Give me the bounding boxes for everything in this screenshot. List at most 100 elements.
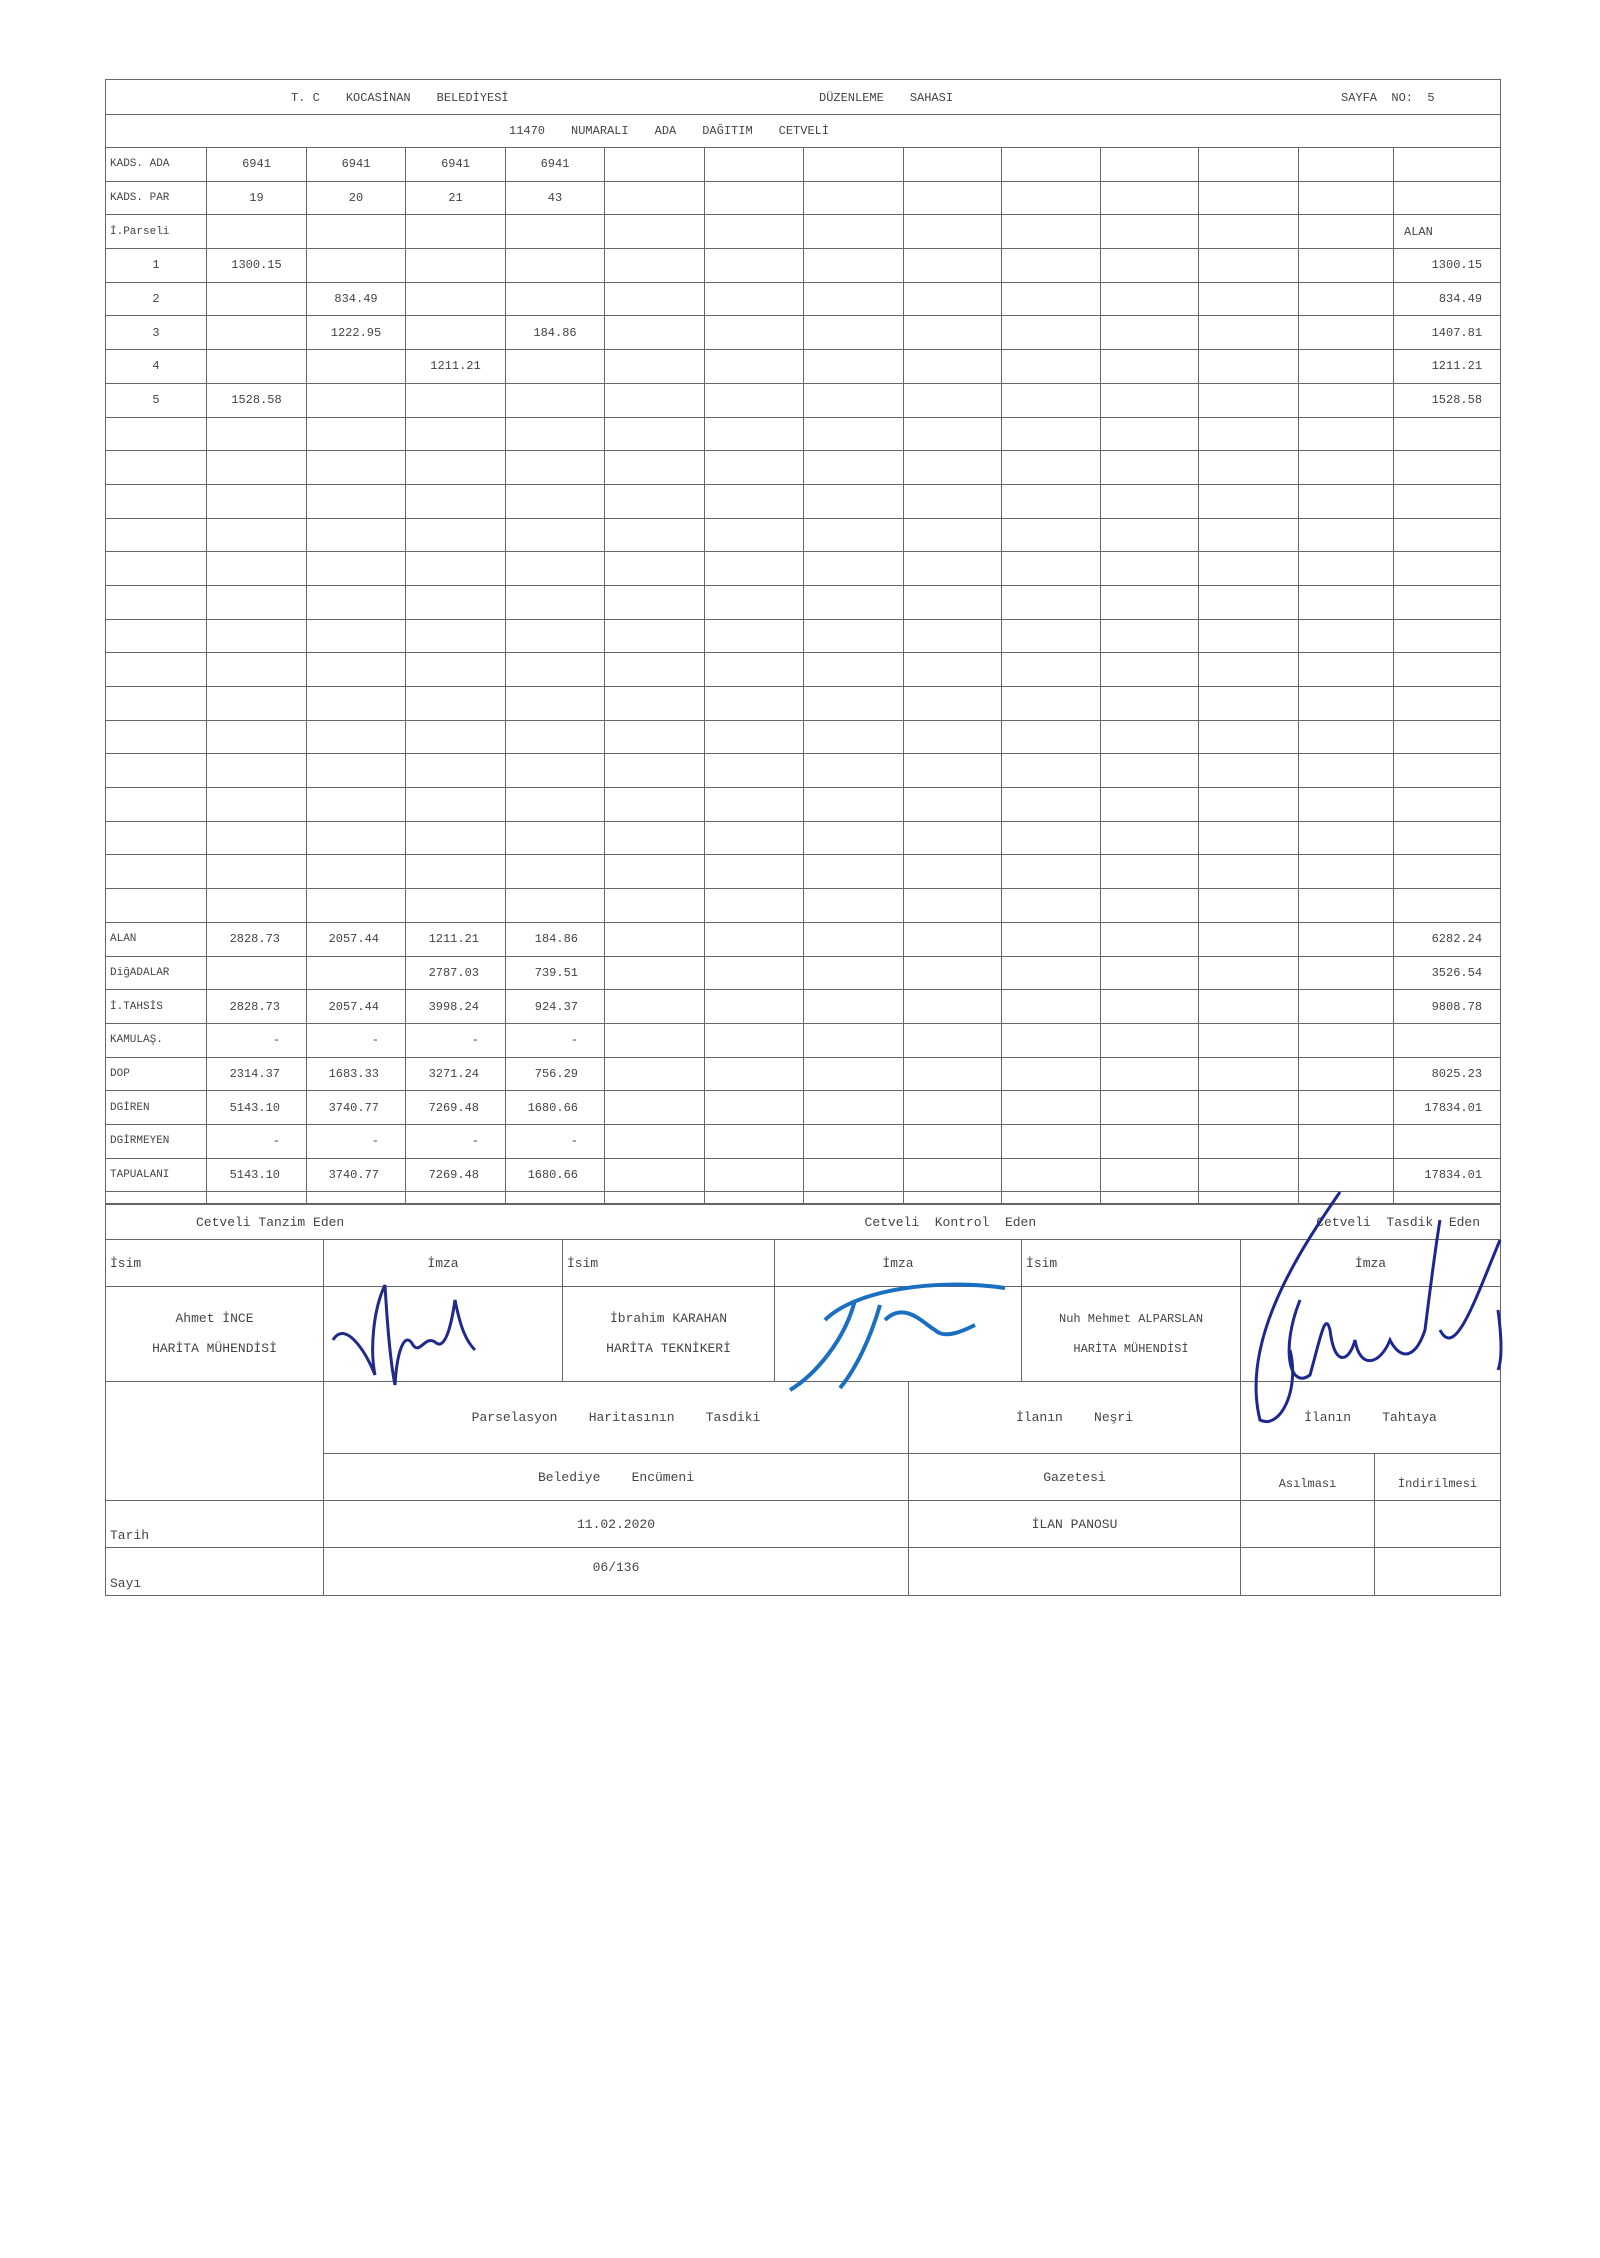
empty-cell [1100,955,1199,991]
value-cell: 1211.21 [405,921,506,957]
empty-cell [604,652,705,687]
empty-cell [105,416,207,452]
signature-cell-2 [774,1286,1023,1382]
approval-sub-row: Belediye Encümeni Gazetesi Asılması İndi… [106,1453,1502,1501]
empty-cell [704,618,804,654]
empty-cell [1100,1022,1199,1058]
empty-cell [1100,652,1199,687]
empty-cell [903,180,1002,216]
empty-cell [1100,349,1199,384]
empty-cell [105,551,207,586]
empty-cell [105,686,207,721]
value-cell: 7269.48 [405,1157,506,1193]
summary-row: DGİRMEYEN - - - - [105,1123,1502,1159]
empty-cell [704,551,804,586]
empty-cell [306,416,406,452]
value-cell [405,214,506,250]
value-cell: 6941 [306,147,406,182]
empty-cell [604,1123,705,1159]
empty-cell [105,517,207,553]
empty-cell [1392,483,1502,519]
summary-row: DiğADALAR 2787.03 739.51 3526.54 [105,955,1502,991]
value-cell [505,281,605,317]
empty-cell [1001,281,1101,317]
empty-cell [903,921,1002,957]
empty-cell [803,652,904,687]
value-cell: 6941 [505,147,605,182]
empty-cell [1100,1191,1199,1205]
empty-cell [1198,652,1299,687]
person-name: Ahmet İNCE [175,1311,254,1326]
empty-cell [1298,719,1394,755]
alan-cell: 1211.21 [1392,349,1502,384]
value-cell: 21 [405,180,506,216]
empty-cell [1392,1191,1502,1205]
empty-cell [1198,281,1299,317]
value-cell [505,349,605,384]
empty-cell [903,888,1002,923]
empty-cell [1198,147,1299,182]
empty-cell [604,248,705,283]
empty-cell [206,584,307,620]
header-belediyesi: BELEDİYESİ [436,91,509,105]
empty-cell [105,618,207,654]
empty-cell [704,1191,804,1205]
empty-cell [1198,719,1299,755]
alan-cell [1392,1022,1502,1058]
empty-cell [1001,584,1101,620]
value-cell [206,955,307,991]
empty-cell [803,584,904,620]
empty-cell [1001,955,1101,991]
empty-cell [1298,483,1394,519]
empty-cell [1001,214,1101,250]
value-cell: 43 [505,180,605,216]
empty-cell [803,787,904,822]
empty-cell [1298,1157,1394,1193]
section-kontrol: Cetveli Kontrol Eden [774,1204,1241,1240]
empty-cell [604,1090,705,1125]
empty-cell [1198,584,1299,620]
alan-cell: 17834.01 [1392,1090,1502,1125]
empty-cell [1392,450,1502,485]
empty-cell [803,921,904,957]
empty-cell [1100,753,1199,789]
empty-cell [306,1191,406,1205]
empty-cell [903,1090,1002,1125]
table-title: 11470 NUMARALI ADA DAĞITIM CETVELİ [104,114,1502,148]
empty-cell [105,719,207,755]
empty-cell [1198,551,1299,586]
value-cell [306,955,406,991]
empty-cell [306,517,406,553]
empty-cell [604,147,705,182]
empty-cell [505,753,605,789]
empty-cell [105,450,207,485]
empty-cell [803,989,904,1024]
empty-cell [1100,989,1199,1024]
empty-cell [903,214,1002,250]
empty-cell [1001,989,1101,1024]
empty-cell [206,888,307,923]
empty-cell [306,719,406,755]
empty-cell [405,652,506,687]
empty-cell [105,854,207,890]
empty-cell [1100,584,1199,620]
empty-cell [1198,618,1299,654]
empty-cell [206,618,307,654]
empty-cell [1100,382,1199,418]
empty-cell [604,551,705,586]
empty-cell [1001,1191,1101,1205]
empty-cell [604,450,705,485]
empty-cell [1298,551,1394,586]
empty-cell [1198,820,1299,856]
empty-cell [1298,652,1394,687]
empty-cell [704,955,804,991]
empty-cell [105,820,207,856]
empty-cell [1392,719,1502,755]
empty-cell [1198,180,1299,216]
value-cell [306,349,406,384]
blank-row [105,551,1502,586]
row-label: 4 [105,349,207,384]
empty-cell [903,820,1002,856]
empty-cell [903,618,1002,654]
empty-cell [405,483,506,519]
